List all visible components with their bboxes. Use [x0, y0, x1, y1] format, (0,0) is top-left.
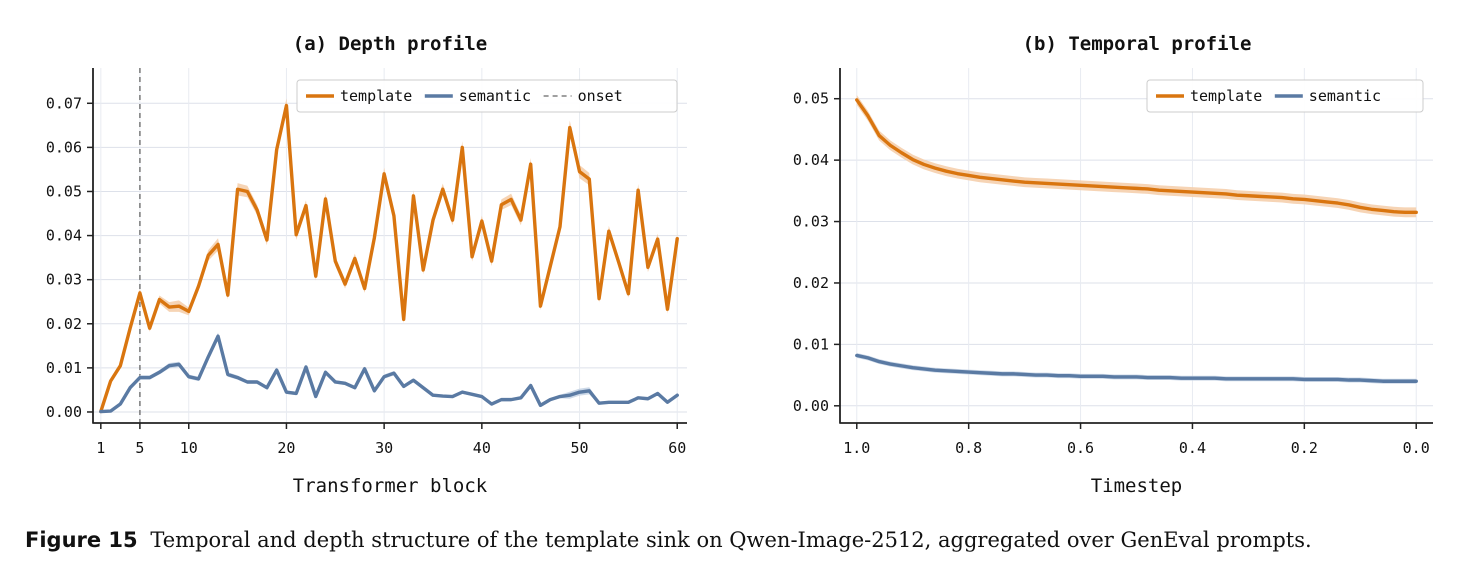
legend: template semantic onset — [296, 79, 678, 113]
series-band-template — [856, 95, 1417, 218]
y-tick-label: 0.03 — [46, 271, 82, 289]
x-axis-label: Transformer block — [293, 475, 488, 497]
y-tick-label: 0.07 — [46, 94, 82, 112]
y-tick-label: 0.04 — [46, 227, 82, 245]
y-tick-label: 0.06 — [46, 138, 82, 156]
y-tick-label: 0.00 — [46, 403, 82, 421]
x-tick-label: 60 — [668, 439, 686, 457]
y-tick-label: 0.00 — [793, 397, 829, 415]
legend-label-semantic: semantic — [1309, 87, 1381, 105]
legend-label-semantic: semantic — [459, 87, 531, 105]
x-tick-label: 40 — [473, 439, 491, 457]
legend-label-onset: onset — [578, 87, 623, 105]
y-tick-label: 0.05 — [793, 90, 829, 108]
x-tick-label: 0.2 — [1291, 439, 1318, 457]
x-tick-label: 0.0 — [1403, 439, 1430, 457]
caption-label: Figure 15 — [25, 528, 138, 552]
legend: template semantic — [1146, 79, 1424, 113]
x-tick-label: 1.0 — [843, 439, 870, 457]
x-tick-label: 0.8 — [955, 439, 982, 457]
x-tick-label: 5 — [135, 439, 144, 457]
caption-text: Temporal and depth structure of the temp… — [150, 528, 1312, 552]
legend-label-template: template — [340, 87, 412, 105]
y-tick-label: 0.01 — [793, 335, 829, 353]
y-tick-label: 0.02 — [793, 274, 829, 292]
series-line-semantic — [855, 353, 1418, 383]
figure-caption: Figure 15 Temporal and depth structure o… — [25, 528, 1445, 552]
x-tick-label: 10 — [180, 439, 198, 457]
y-tick-label: 0.03 — [793, 213, 829, 231]
legend-box — [296, 79, 678, 113]
series-line-semantic — [99, 334, 679, 414]
legend-label-template: template — [1190, 87, 1262, 105]
series-band-semantic — [856, 352, 1417, 384]
y-tick-label: 0.02 — [46, 315, 82, 333]
panel-depth: 0.00 0.01 0.02 0.03 0.04 0.05 0.06 0.07 1 5 10 20 30… — [46, 33, 687, 497]
x-axis-label: Timestep — [1091, 475, 1183, 497]
panel-title: (a) Depth profile — [293, 33, 487, 55]
series-band-template — [100, 98, 678, 413]
y-tick-label: 0.01 — [46, 359, 82, 377]
series-line-template — [855, 98, 1418, 215]
x-tick-label: 1 — [96, 439, 105, 457]
series-line-template — [99, 103, 679, 414]
x-tick-label: 50 — [571, 439, 589, 457]
figure: 0.00 0.01 0.02 0.03 0.04 0.05 0.06 0.07 1 5 10 20 30… — [46, 33, 1433, 497]
x-tick-label: 0.6 — [1067, 439, 1094, 457]
x-tick-label: 0.4 — [1179, 439, 1206, 457]
x-tick-label: 30 — [375, 439, 393, 457]
x-tick-label: 20 — [277, 439, 295, 457]
y-tick-label: 0.04 — [793, 151, 829, 169]
panel-temporal: 0.00 0.01 0.02 0.03 0.04 0.05 1.0 0.8 0.6 0.4 0.2 0… — [793, 33, 1433, 497]
panel-title: (b) Temporal profile — [1023, 33, 1252, 55]
y-tick-label: 0.05 — [46, 182, 82, 200]
